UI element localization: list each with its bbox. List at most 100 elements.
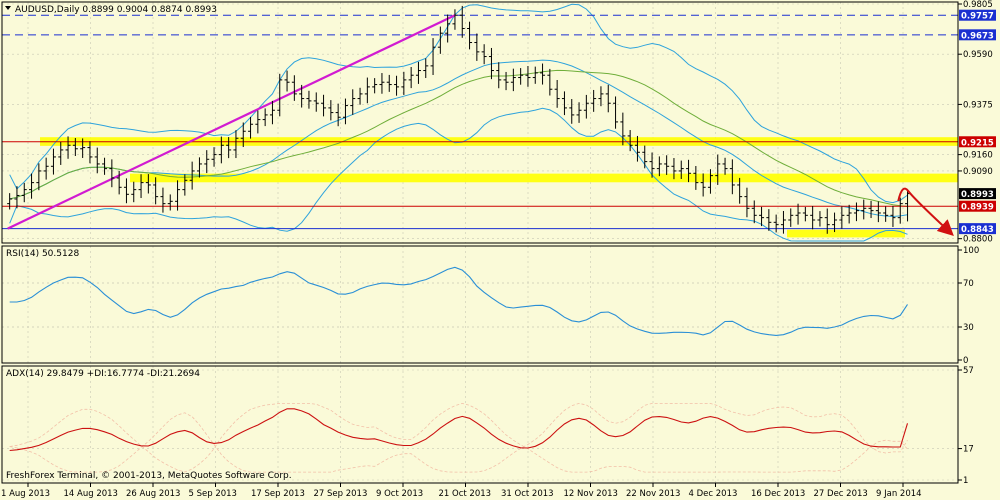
bollinger-middle (9, 59, 908, 218)
tag-background (959, 29, 996, 41)
price-bar (109, 159, 115, 188)
price-bar (620, 112, 626, 146)
price-tick-label: 0.8800 (963, 235, 993, 245)
adx-frame (1, 365, 959, 484)
price-bar (240, 122, 246, 148)
rsi-series (9, 266, 908, 336)
price-level-tag: 0.9215 (959, 136, 996, 148)
price-bar (102, 157, 108, 175)
time-axis: 1 Aug 2013 14 Aug 2013 26 Aug 2013 5 Sep 20… (1, 483, 922, 499)
price-bar (14, 186, 20, 209)
plus-di-series (9, 402, 908, 473)
rsi-tick-label: 100 (963, 246, 979, 256)
symbol-dropdown-icon[interactable] (5, 6, 11, 10)
adx-tick-label: 1 (963, 476, 968, 486)
trend-line (7, 14, 456, 230)
price-bar (532, 66, 538, 84)
price-bar (569, 99, 575, 124)
price-bar (437, 26, 443, 54)
price-bar (138, 174, 144, 199)
price-bar (21, 182, 27, 203)
price-bar (248, 116, 254, 139)
price-bar (561, 91, 567, 116)
moving-average (9, 69, 908, 207)
price-tick-label: 0.9590 (963, 50, 993, 60)
price-bar (299, 84, 305, 108)
price-bar (759, 206, 765, 227)
rsi-y-axis: 100 70 30 0 (958, 246, 979, 366)
price-bar (627, 130, 633, 152)
price-bar (795, 203, 801, 225)
rsi-tick-label: 30 (963, 323, 974, 333)
price-bar (72, 138, 78, 156)
price-bar (722, 157, 728, 175)
adx-lines (9, 402, 909, 473)
price-bar (379, 73, 385, 94)
price-bar (58, 141, 64, 165)
price-bar (401, 71, 407, 95)
time-tick-label: 22 Nov 2013 (626, 489, 680, 499)
price-tick-label: 0.9160 (963, 151, 993, 161)
yellow-zone (130, 173, 958, 183)
price-bar (394, 75, 400, 96)
rsi-header: RSI(14) 50.5128 (6, 249, 79, 259)
price-bar (729, 159, 735, 195)
time-tick-label: 14 Aug 2013 (64, 489, 118, 499)
price-bar (87, 141, 93, 164)
price-bar (313, 92, 319, 112)
price-bar (525, 65, 531, 87)
time-tick-label: 9 Oct 2013 (376, 489, 423, 499)
price-bar (50, 148, 56, 175)
price-bar (233, 130, 239, 159)
price-bar (189, 161, 195, 190)
tag-background (959, 9, 996, 21)
price-bar (707, 169, 713, 194)
adx-series (9, 408, 909, 452)
price-bar (656, 156, 662, 177)
time-tick-label: 27 Dec 2013 (814, 489, 868, 499)
price-bar (488, 47, 494, 80)
price-bar (591, 89, 597, 112)
price-bar (269, 100, 275, 125)
price-bar (131, 181, 137, 203)
bollinger-lower (9, 107, 908, 242)
rsi-tick-label: 0 (963, 356, 968, 366)
price-bar (686, 159, 692, 183)
price-bar (547, 68, 553, 96)
price-bar (605, 84, 611, 113)
price-bar (846, 204, 852, 224)
price-bar (671, 158, 677, 180)
price-bar (861, 199, 867, 220)
price-bar (481, 44, 487, 65)
tag-background (959, 200, 996, 212)
bollinger-bands (9, 3, 908, 242)
price-bar (255, 110, 261, 134)
forecast-arrow (897, 187, 954, 236)
price-bar (832, 212, 838, 233)
price-bar (291, 75, 297, 101)
tag-background (959, 223, 996, 235)
price-panel: AUDUSD,Daily 0.8899 0.9004 0.8874 0.8993… (1, 0, 996, 245)
price-bar (182, 174, 188, 196)
time-tick-label: 27 Sep 2013 (314, 489, 368, 499)
tag-label: 0.9757 (961, 12, 994, 22)
price-bar (766, 209, 772, 231)
adx-panel: ADX(14) 29.8479 +DI:16.7774 -DI:21.2694 … (1, 365, 974, 486)
price-level-tag: 0.9673 (959, 29, 996, 41)
adx-grid (2, 366, 958, 483)
price-bar (372, 78, 378, 94)
time-tick-label: 17 Sep 2013 (251, 489, 305, 499)
terminal-footer: FreshForex Terminal, © 2001-2013, MetaQu… (6, 471, 292, 481)
price-bar (467, 21, 473, 50)
price-tick-label: 0.9375 (963, 100, 993, 110)
time-tick-label: 16 Dec 2013 (751, 489, 805, 499)
time-tick-label: 26 Aug 2013 (126, 489, 180, 499)
price-bar (853, 202, 859, 222)
horizontal-levels (2, 14, 958, 230)
price-level-tag: 0.9757 (959, 9, 996, 22)
price-bar (496, 62, 502, 89)
price-bar (29, 173, 35, 199)
